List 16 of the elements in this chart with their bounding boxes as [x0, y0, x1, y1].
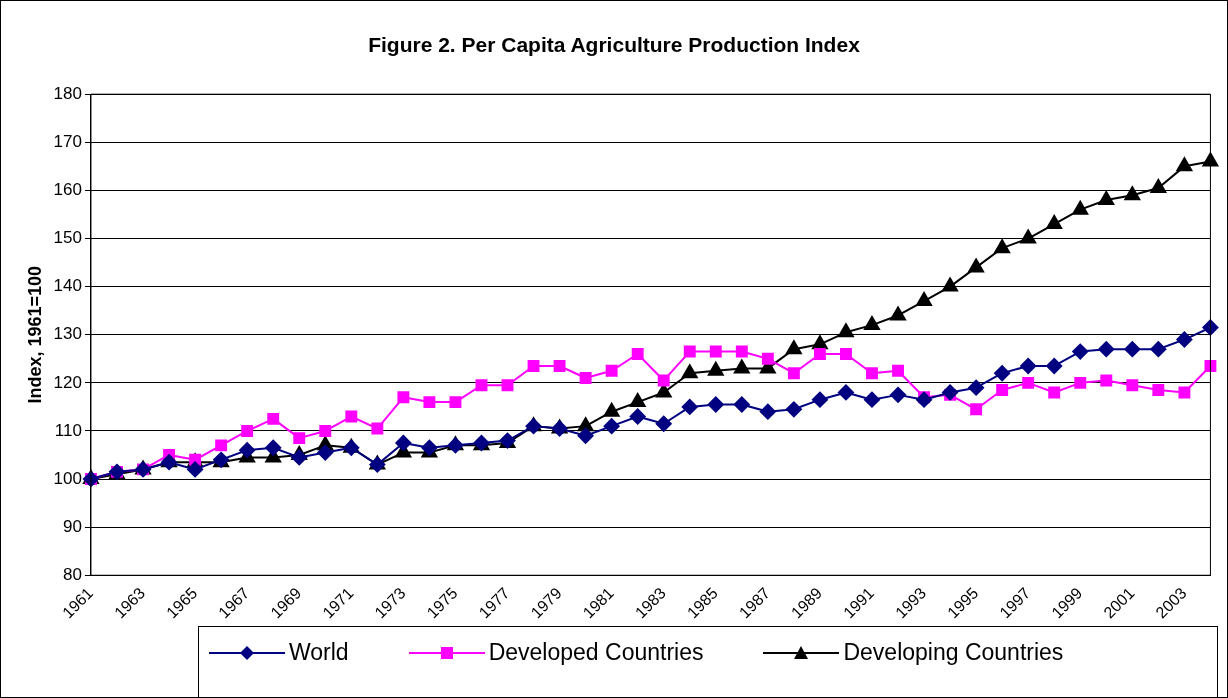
y-tick-label: 160: [53, 180, 82, 200]
y-tick-label: 110: [54, 420, 82, 440]
y-tick-label: 130: [53, 324, 82, 344]
legend-label: World: [289, 639, 349, 666]
legend-label: Developed Countries: [488, 639, 704, 666]
y-tick-label: 100: [53, 468, 82, 488]
y-tick-label: 80: [63, 564, 82, 584]
y-tick-label: 140: [53, 276, 82, 296]
chart-title: Figure 2. Per Capita Agriculture Production Index: [367, 33, 861, 57]
y-tick-label: 180: [53, 83, 82, 103]
y-tick-label: 90: [63, 516, 82, 536]
y-tick-label: 150: [53, 228, 82, 248]
y-tick-label: 120: [53, 372, 82, 392]
y-axis-title: Index, 1961=100: [24, 265, 45, 404]
y-tick-label: 170: [53, 131, 82, 151]
legend-label: Developing Countries: [843, 639, 1064, 666]
